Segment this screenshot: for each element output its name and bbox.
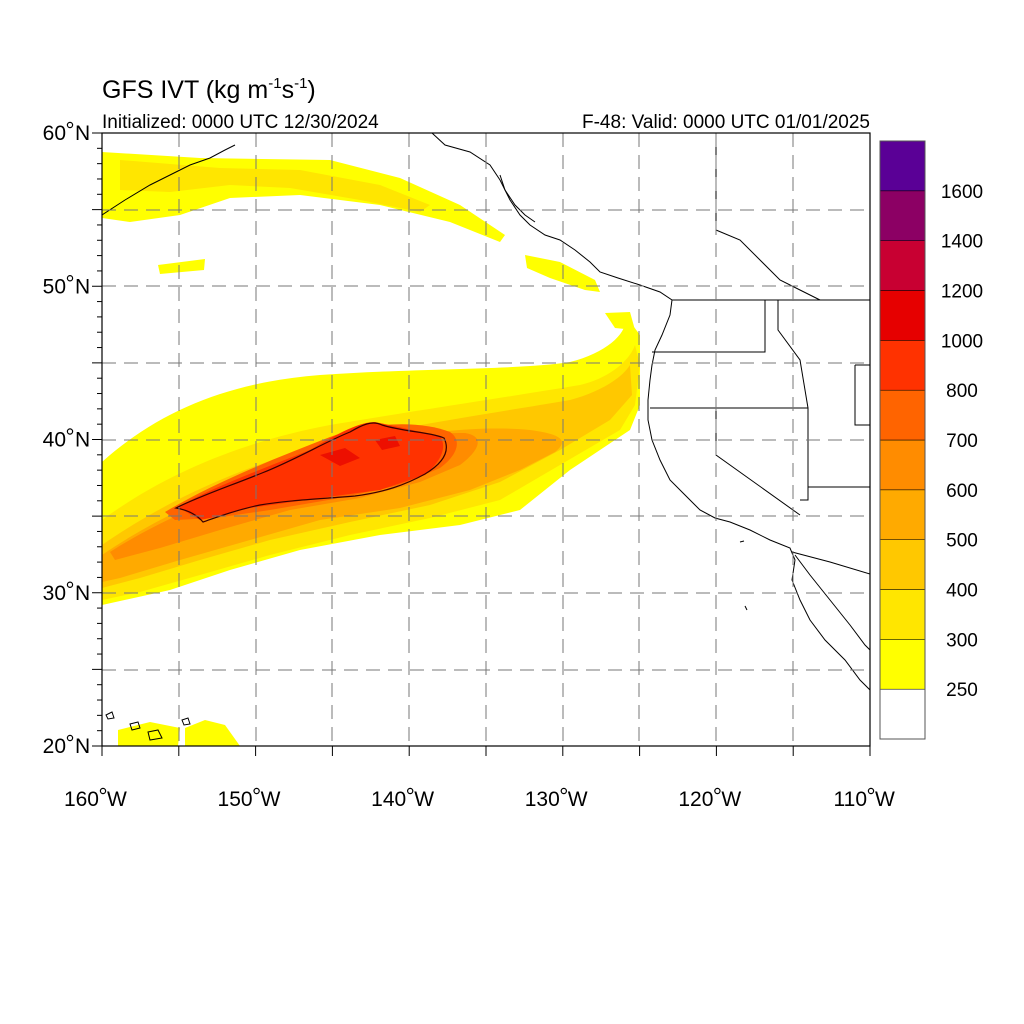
degree-symbol <box>560 787 568 795</box>
colorbar-label: 300 <box>946 630 978 651</box>
colorbar-label: 400 <box>946 581 978 602</box>
ivt-contour-1000 <box>320 436 400 466</box>
lat-tick-label: 20 <box>43 735 66 758</box>
valid-time-label: F-48: Valid: 0000 UTC 01/01/2025 <box>582 112 870 133</box>
colorbar-swatch <box>879 140 926 192</box>
lon-hemisphere-label: W <box>261 788 281 811</box>
colorbar-label: 1400 <box>941 232 983 253</box>
california-border <box>650 407 809 501</box>
colorbar-label: 600 <box>946 481 978 502</box>
lon-tick-label: 160 <box>64 788 99 811</box>
lat-tick-label: 30 <box>43 582 66 605</box>
colorbar-label: 1000 <box>941 331 983 352</box>
colorbar-label: 500 <box>946 531 978 552</box>
degree-symbol <box>66 428 74 435</box>
axis-tick-marks <box>92 132 871 756</box>
degree-symbol <box>407 787 414 795</box>
lon-tick-label: 150 <box>218 788 253 811</box>
lat-axis-labels: 60 N 50 N 40 N 30 N 20 N <box>43 121 90 758</box>
colorbar-frame <box>879 140 926 740</box>
ivt-800-outline <box>174 422 447 523</box>
degree-symbol <box>714 787 721 795</box>
lon-axis-labels: 160 W 150 W 140 W 130 W 120 W 110 W <box>64 787 895 811</box>
degree-symbol <box>99 787 107 795</box>
colorbar-swatch <box>879 190 926 241</box>
alaska-coastline <box>102 144 236 216</box>
ivt-shading <box>102 152 640 746</box>
ivt-contour-300-north <box>120 160 430 212</box>
degree-symbol <box>253 787 260 795</box>
colorbar-label: 800 <box>946 381 978 402</box>
map-panel <box>92 132 871 756</box>
hawaii-islands <box>105 711 191 741</box>
utah-border <box>854 364 870 426</box>
lat-hemisphere-label: N <box>75 122 90 145</box>
lat-tick-label: 60 <box>43 122 66 145</box>
colorbar-swatch <box>879 639 926 690</box>
colorbar-label: 1200 <box>941 282 983 303</box>
lon-hemisphere-label: W <box>721 788 741 811</box>
degree-symbol <box>66 121 74 129</box>
lon-hemisphere-label: W <box>107 788 127 811</box>
degree-symbol <box>867 787 875 795</box>
figure-title: GFS IVT (kg m-1s-1) <box>102 75 316 104</box>
ivt-contour-250-south2 <box>185 720 240 746</box>
lon-tick-label: 120 <box>678 788 713 811</box>
colorbar-swatch <box>879 439 926 491</box>
colorbar-label: 1600 <box>941 182 983 203</box>
oregon-border <box>652 300 766 353</box>
degree-symbol <box>66 275 74 282</box>
lon-hemisphere-label: W <box>414 788 434 811</box>
degree-symbol <box>66 734 74 742</box>
init-time-label: Initialized: 0000 UTC 12/30/2024 <box>102 112 379 133</box>
lat-hemisphere-label: N <box>75 582 90 605</box>
lon-tick-label: 140 <box>371 788 406 811</box>
ivt-contour-250-small1 <box>605 312 635 330</box>
degree-symbol <box>66 581 74 588</box>
channel-islands <box>739 540 748 611</box>
lat-hemisphere-label: N <box>75 275 90 298</box>
lon-tick-label: 110 <box>834 788 867 811</box>
mexico-border <box>791 551 870 575</box>
colorbar: 250 300 400 500 600 700 800 1000 1200 1400 1600 <box>879 140 983 740</box>
colorbar-swatch <box>879 290 926 341</box>
colorbar-label: 700 <box>946 431 978 452</box>
ivt-contour-250-small2 <box>158 259 205 274</box>
baja-coastline <box>794 554 870 651</box>
colorbar-swatch <box>879 240 926 291</box>
colorbar-swatch <box>879 340 926 391</box>
lat-tick-label: 40 <box>43 429 66 452</box>
us-west-coastline <box>431 133 870 691</box>
colorbar-swatch <box>879 688 926 740</box>
lon-hemisphere-label: W <box>568 788 588 811</box>
colorbar-swatch <box>879 489 926 540</box>
idaho-border <box>777 300 809 409</box>
colorbar-swatch <box>879 589 926 640</box>
se-alaska-coast <box>499 174 536 223</box>
colorbar-label: 250 <box>946 680 978 701</box>
lat-tick-label: 50 <box>43 275 66 298</box>
lat-hemisphere-label: N <box>75 735 90 758</box>
colorbar-swatch <box>879 539 926 590</box>
lon-tick-label: 130 <box>525 788 560 811</box>
lon-hemisphere-label: W <box>875 788 895 811</box>
colorbar-swatch <box>879 389 926 441</box>
lat-hemisphere-label: N <box>75 429 90 452</box>
ivt-contour-800 <box>178 422 444 520</box>
graticule <box>102 133 870 746</box>
